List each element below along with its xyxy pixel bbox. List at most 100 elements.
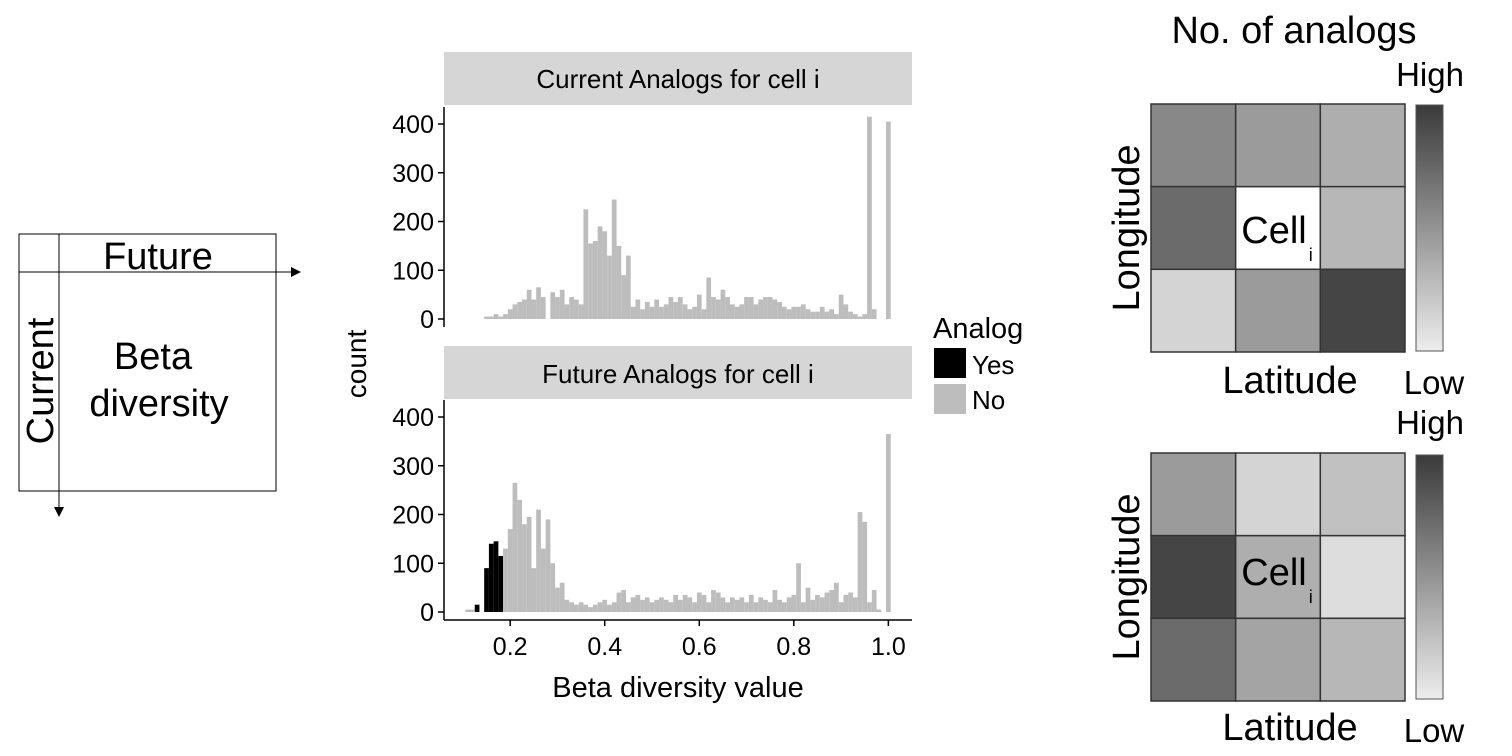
histogram-bar-current-no — [744, 297, 749, 319]
histogram-bar-future-no — [517, 499, 522, 613]
current-label: Current — [20, 317, 62, 444]
histogram-bar-current-no — [758, 299, 764, 319]
histogram-bar-future-no — [871, 590, 877, 612]
heatmap-top-cell — [1234, 185, 1322, 271]
histogram-bar-future-no — [852, 597, 858, 613]
y-axis-title: count — [341, 330, 372, 399]
heatmap-top: Celli Longitude Latitude High Low — [1106, 56, 1464, 402]
x-tick-label: 0.8 — [776, 633, 811, 661]
histogram-bar-future-no — [886, 434, 891, 612]
histogram-bar-current-no — [734, 306, 740, 319]
histogram-bar-future-no — [711, 590, 716, 612]
y-tick-label-future: 0 — [420, 599, 434, 627]
histogram-bar-current-no — [507, 309, 513, 319]
histogram-bar-future-no — [819, 597, 825, 613]
histogram-bar-current-no — [484, 316, 489, 319]
histogram-bar-future-no — [592, 604, 598, 612]
histogram-bar-future-no — [876, 609, 882, 612]
histogram-bar-current-no — [725, 297, 730, 319]
histogram-bar-current-no — [815, 311, 820, 319]
histogram-bar-future-no — [838, 602, 844, 612]
y-tick-label-current: 0 — [420, 306, 434, 334]
heatmap-top-cell — [1319, 103, 1406, 188]
histogram-bar-current-no — [621, 275, 626, 320]
bars-current — [484, 116, 891, 320]
histogram-bar-current-no — [578, 304, 584, 320]
histogram-bar-future-no — [673, 594, 678, 612]
bars-future — [465, 434, 891, 613]
histogram-bar-future-no — [843, 594, 849, 612]
histogram-bar-current-no — [692, 306, 697, 319]
histogram-bar-current-no — [635, 299, 641, 319]
histogram-bar-future-no — [465, 609, 470, 612]
heatmap-top-cell — [1150, 185, 1237, 271]
histogram-bar-future-no — [805, 587, 811, 613]
histogram-bar-current-no — [777, 301, 782, 319]
histogram-bar-current-no — [673, 301, 678, 319]
heatmap-top-xlabel: Latitude — [1222, 360, 1357, 402]
histogram-bar-future-yes — [493, 541, 499, 612]
histogram-bar-current-no — [867, 116, 872, 319]
histogram-bar-current-no — [886, 121, 891, 319]
histogram-bar-future-no — [531, 568, 537, 613]
beta-label: Beta — [114, 336, 193, 378]
histogram-bar-current-no — [540, 297, 546, 319]
heatmap-bottom-cells — [1150, 452, 1406, 702]
histogram-bar-current-no — [720, 289, 726, 319]
heatmap-top-cells — [1150, 103, 1406, 353]
histogram-bar-current-no — [706, 277, 712, 319]
histogram-bar-future-no — [767, 602, 773, 612]
legend-title: Analog — [933, 313, 1023, 345]
histogram-bar-future-no — [545, 519, 551, 613]
y-tick-label-future: 300 — [392, 453, 434, 481]
histogram-bar-current-no — [796, 306, 801, 319]
histogram-bar-current-no — [493, 314, 499, 320]
heatmap-bottom-cell — [1150, 534, 1237, 620]
histogram-bar-current-no — [767, 297, 773, 319]
histogram-bar-future-no — [739, 597, 745, 613]
heatmap-bottom-cell — [1234, 534, 1322, 620]
y-tick-label-future: 200 — [392, 502, 434, 530]
histogram-bar-future-no — [678, 599, 683, 612]
histogram-bar-current-no — [791, 306, 797, 319]
heatmap-bottom-xlabel: Latitude — [1222, 707, 1357, 749]
histogram-bar-current-no — [711, 297, 716, 319]
legend-swatch-yes — [934, 348, 966, 378]
histogram-bar-future-no — [777, 599, 782, 612]
histogram-bar-current-no — [503, 314, 508, 320]
heatmap-bottom-cell — [1150, 617, 1237, 702]
histogram-bar-current-no — [611, 199, 617, 319]
histogram-bar-future-no — [611, 602, 617, 612]
heatmap-top-scale-low: Low — [1404, 364, 1465, 401]
histogram-bar-current-no — [649, 306, 655, 319]
histogram-bar-current-no — [564, 304, 570, 320]
histogram-bar-current-no — [862, 314, 868, 320]
histogram-bar-future-no — [753, 602, 759, 612]
histogram-bar-current-no — [640, 309, 645, 319]
x-tick-label: 1.0 — [871, 633, 906, 661]
histogram-bar-future-no — [725, 602, 730, 612]
legend-swatch-no — [934, 384, 966, 414]
heatmap-top-cell — [1319, 185, 1406, 271]
histogram-bar-current-no — [772, 299, 778, 319]
y-axis-future: 0 100 200 300 400 — [392, 399, 445, 627]
histogram-bar-current-no — [739, 304, 745, 320]
heatmap-title: No. of analogs — [1171, 10, 1416, 52]
histogram-bar-future-no — [607, 604, 612, 612]
histogram-bar-current-no — [616, 245, 622, 320]
heatmap-bottom-scale-high: High — [1396, 404, 1464, 441]
histogram-bar-future-no — [791, 594, 797, 612]
histogram-bar-future-no — [744, 602, 749, 612]
histogram-bar-future-no — [748, 594, 754, 612]
histogram-bar-current-no — [555, 297, 560, 319]
heatmaps: No. of analogs Celli Longitude Latitude … — [1106, 10, 1464, 749]
histogram-bar-current-no — [763, 297, 768, 319]
heatmap-bottom-ylabel: Longitude — [1106, 494, 1148, 661]
histogram-bar-future-no — [574, 604, 579, 612]
heatmap-bottom-cell — [1234, 617, 1322, 702]
histogram: Current Analogs for cell i 0 100 200 300 400… — [341, 52, 1023, 704]
histogram-bar-future-no — [800, 602, 806, 612]
histogram-bar-future-no — [635, 594, 641, 612]
histogram-bar-current-no — [829, 309, 834, 319]
histogram-bar-future-no — [829, 590, 834, 612]
